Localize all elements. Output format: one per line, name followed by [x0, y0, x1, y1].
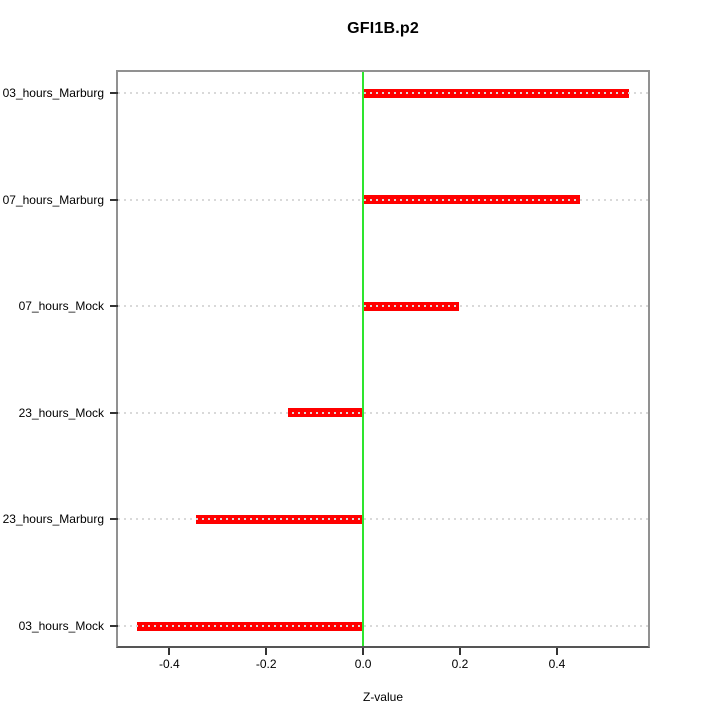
gridline [118, 305, 648, 308]
category-label: 03_hours_Mock [18, 619, 104, 633]
x-axis-tick [265, 648, 268, 655]
x-tick-label: 0.0 [354, 657, 372, 671]
category-label: 03_hours_Marburg [2, 86, 104, 100]
gridline [118, 198, 648, 201]
y-axis-tick [110, 411, 118, 414]
gridline [118, 518, 648, 521]
y-axis-tick [110, 625, 118, 627]
gridline [118, 92, 648, 94]
x-axis-tick [168, 648, 171, 655]
chart-title: GFI1B.p2 [347, 20, 419, 37]
y-axis-tick [110, 518, 118, 521]
category-label: 23_hours_Marburg [2, 512, 104, 527]
x-axis-tick [459, 648, 462, 655]
gridline [118, 625, 648, 627]
x-tick-label: -0.2 [255, 657, 277, 671]
y-axis-tick [110, 92, 118, 94]
gridline [118, 411, 648, 414]
x-axis-tick [362, 648, 365, 655]
category-label: 07_hours_Mock [18, 299, 104, 314]
category-label: 07_hours_Marburg [2, 192, 104, 207]
x-tick-label: 0.4 [548, 657, 566, 671]
y-axis-tick [110, 305, 118, 308]
y-axis-tick [110, 198, 118, 201]
category-label: 23_hours_Mock [18, 405, 104, 420]
x-tick-label: -0.4 [159, 657, 180, 671]
x-axis-label: Z-value [362, 690, 403, 704]
x-tick-label: 0.2 [451, 657, 469, 671]
plot-area [116, 70, 650, 648]
zero-line [362, 72, 365, 646]
x-axis-tick [555, 648, 558, 655]
